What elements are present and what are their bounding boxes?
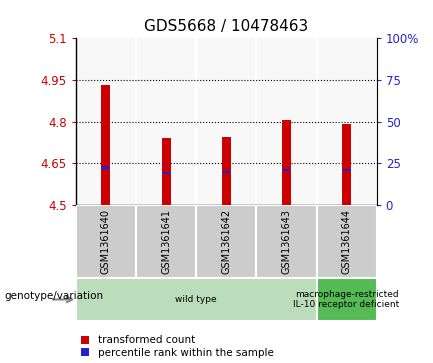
Text: GSM1361644: GSM1361644 xyxy=(342,209,352,274)
Text: GSM1361641: GSM1361641 xyxy=(161,209,171,274)
Text: wild type: wild type xyxy=(175,295,217,304)
Bar xyxy=(317,278,377,321)
Bar xyxy=(342,169,351,171)
Bar xyxy=(101,85,110,205)
Bar xyxy=(196,205,256,278)
Bar xyxy=(76,278,317,321)
Bar xyxy=(101,166,110,169)
Text: genotype/variation: genotype/variation xyxy=(4,291,103,301)
Bar xyxy=(317,205,377,278)
Bar xyxy=(282,169,291,171)
Title: GDS5668 / 10478463: GDS5668 / 10478463 xyxy=(144,19,308,34)
Bar xyxy=(342,125,351,205)
Bar xyxy=(162,172,171,174)
Text: GSM1361643: GSM1361643 xyxy=(281,209,291,274)
Legend: transformed count, percentile rank within the sample: transformed count, percentile rank withi… xyxy=(81,335,274,358)
Bar xyxy=(76,205,136,278)
Text: GSM1361640: GSM1361640 xyxy=(101,209,111,274)
Bar xyxy=(222,137,231,205)
Text: GSM1361642: GSM1361642 xyxy=(221,209,231,274)
Bar xyxy=(282,120,291,205)
Bar xyxy=(256,205,317,278)
Bar xyxy=(136,205,196,278)
Bar xyxy=(162,138,171,205)
Text: macrophage-restricted
IL-10 receptor deficient: macrophage-restricted IL-10 receptor def… xyxy=(294,290,400,309)
Bar xyxy=(222,171,231,173)
